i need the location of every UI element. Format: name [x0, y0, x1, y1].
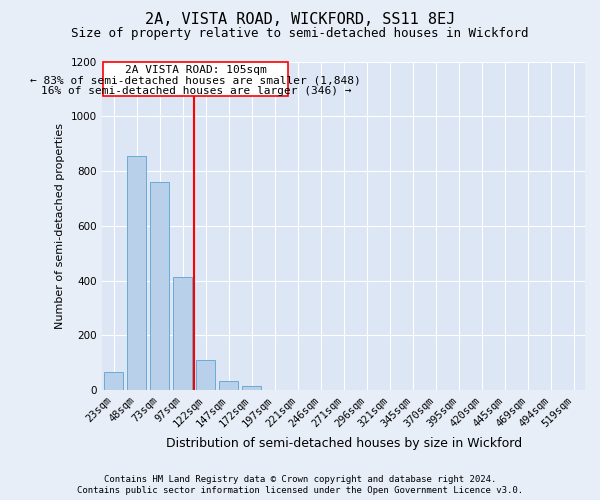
Text: Contains HM Land Registry data © Crown copyright and database right 2024.: Contains HM Land Registry data © Crown c… — [104, 475, 496, 484]
Bar — [127, 156, 146, 390]
Y-axis label: Number of semi-detached properties: Number of semi-detached properties — [55, 123, 65, 329]
Text: 2A VISTA ROAD: 105sqm: 2A VISTA ROAD: 105sqm — [125, 65, 267, 75]
Text: 2A, VISTA ROAD, WICKFORD, SS11 8EJ: 2A, VISTA ROAD, WICKFORD, SS11 8EJ — [145, 12, 455, 28]
Bar — [242, 386, 262, 390]
Bar — [173, 276, 193, 390]
Text: ← 83% of semi-detached houses are smaller (1,848): ← 83% of semi-detached houses are smalle… — [31, 75, 361, 85]
X-axis label: Distribution of semi-detached houses by size in Wickford: Distribution of semi-detached houses by … — [166, 437, 521, 450]
Bar — [104, 372, 124, 390]
FancyBboxPatch shape — [103, 62, 289, 96]
Bar — [196, 360, 215, 390]
Text: Size of property relative to semi-detached houses in Wickford: Size of property relative to semi-detach… — [71, 28, 529, 40]
Text: Contains public sector information licensed under the Open Government Licence v3: Contains public sector information licen… — [77, 486, 523, 495]
Bar — [219, 380, 238, 390]
Text: 16% of semi-detached houses are larger (346) →: 16% of semi-detached houses are larger (… — [41, 86, 351, 96]
Bar — [150, 182, 169, 390]
